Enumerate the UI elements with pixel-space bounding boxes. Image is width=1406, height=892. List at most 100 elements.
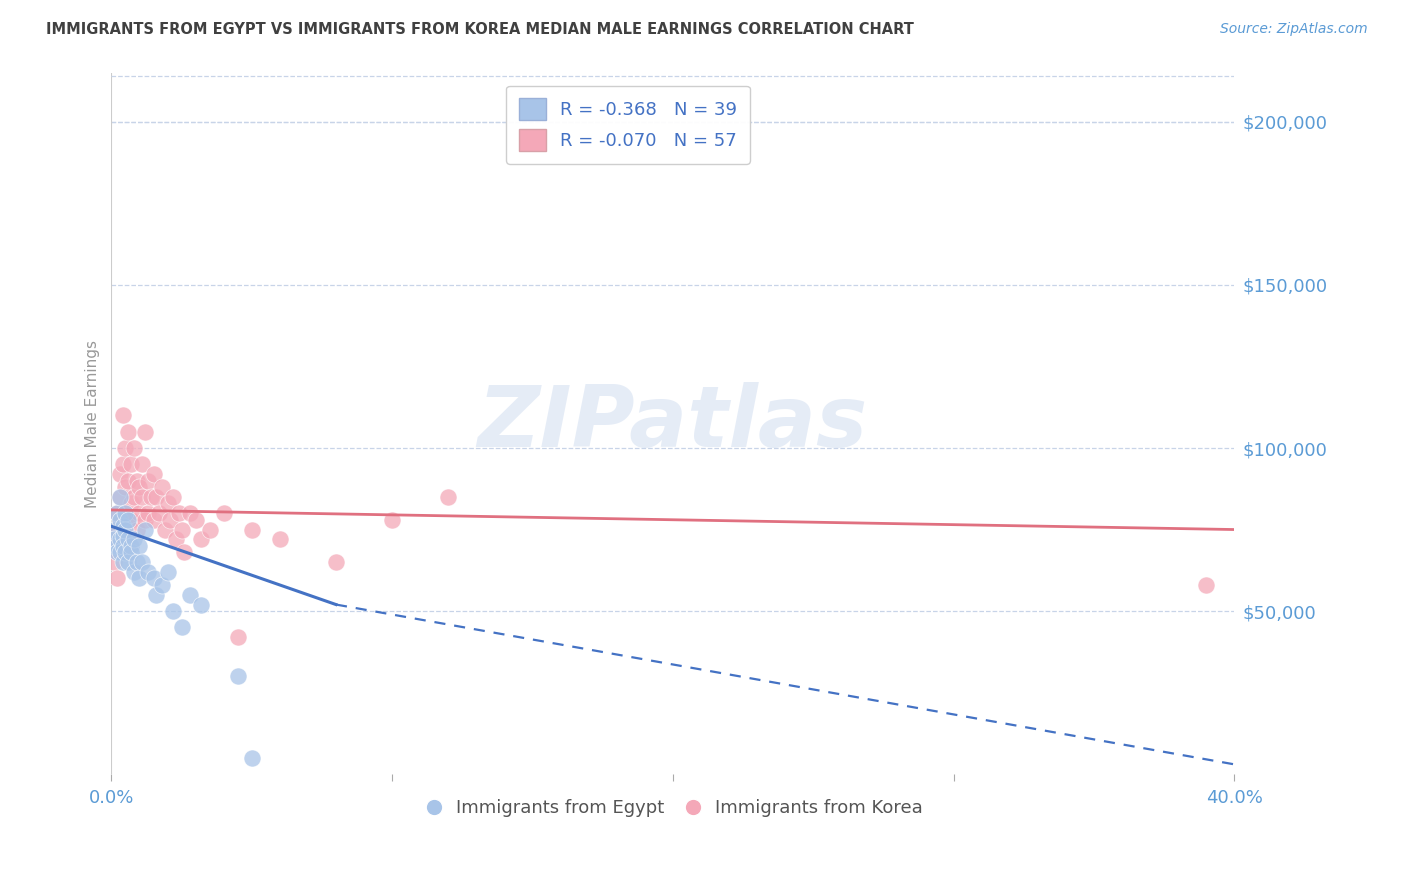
Point (145, 490, 167, 504)
Point (120, 496, 142, 510)
Point (190, 533, 212, 547)
Point (128, 506, 150, 520)
Point (437, 490, 460, 504)
Point (105, 506, 128, 520)
Point (179, 588, 201, 602)
Point (125, 523, 148, 537)
Point (167, 506, 190, 520)
Point (114, 545, 136, 559)
Point (269, 533, 291, 547)
Point (240, 523, 263, 537)
Point (125, 474, 148, 488)
Point (190, 598, 212, 612)
Point (120, 458, 142, 472)
Text: IMMIGRANTS FROM EGYPT VS IMMIGRANTS FROM KOREA MEDIAN MALE EARNINGS CORRELATION : IMMIGRANTS FROM EGYPT VS IMMIGRANTS FROM… (46, 22, 914, 37)
Point (179, 506, 201, 520)
Point (162, 490, 184, 504)
Point (226, 630, 249, 644)
Point (125, 555, 148, 569)
Point (156, 565, 179, 579)
Point (150, 578, 173, 592)
Point (114, 506, 136, 520)
Point (212, 506, 235, 520)
Point (136, 474, 159, 488)
Point (111, 555, 134, 569)
Point (120, 539, 142, 553)
Point (134, 425, 156, 439)
Point (117, 474, 139, 488)
Point (114, 480, 136, 494)
Point (170, 620, 193, 634)
Point (134, 523, 156, 537)
Point (105, 545, 128, 559)
Point (145, 588, 167, 602)
Text: ZIPatlas: ZIPatlas (478, 382, 868, 465)
Point (240, 751, 263, 765)
Point (111, 458, 134, 472)
Point (120, 545, 142, 559)
Point (131, 458, 153, 472)
Point (114, 506, 136, 520)
Point (111, 539, 134, 553)
Point (148, 506, 170, 520)
Point (136, 506, 159, 520)
Point (111, 409, 134, 423)
Point (111, 519, 134, 533)
Point (108, 467, 131, 482)
Point (165, 533, 187, 547)
Point (117, 533, 139, 547)
Point (1195, 578, 1218, 592)
Point (114, 523, 136, 537)
Point (226, 669, 249, 683)
Point (108, 545, 131, 559)
Point (128, 571, 150, 585)
Point (108, 490, 131, 504)
Point (111, 533, 134, 547)
Point (173, 545, 195, 559)
Point (198, 523, 221, 537)
Point (139, 490, 162, 504)
Point (162, 604, 184, 618)
Point (142, 513, 165, 527)
Point (122, 565, 145, 579)
Point (103, 555, 125, 569)
Point (108, 513, 131, 527)
Point (170, 523, 193, 537)
Point (122, 441, 145, 455)
Point (122, 490, 145, 504)
Point (103, 523, 125, 537)
Point (108, 490, 131, 504)
Point (103, 533, 125, 547)
Text: Source: ZipAtlas.com: Source: ZipAtlas.com (1220, 22, 1368, 37)
Point (111, 529, 134, 543)
Point (131, 555, 153, 569)
Point (117, 513, 139, 527)
Point (142, 467, 165, 482)
Point (117, 425, 139, 439)
Point (114, 441, 136, 455)
Point (142, 571, 165, 585)
Legend: Immigrants from Egypt, Immigrants from Korea: Immigrants from Egypt, Immigrants from K… (416, 792, 929, 825)
Point (105, 539, 128, 553)
Point (150, 480, 173, 494)
Point (105, 506, 128, 520)
Point (128, 539, 150, 553)
Point (128, 480, 150, 494)
Point (122, 533, 145, 547)
Point (156, 496, 179, 510)
Point (325, 555, 347, 569)
Point (381, 513, 404, 527)
Point (153, 523, 176, 537)
Point (136, 565, 159, 579)
Point (117, 555, 139, 569)
Point (105, 571, 128, 585)
Point (159, 513, 181, 527)
Y-axis label: Median Male Earnings: Median Male Earnings (86, 340, 100, 508)
Point (120, 513, 142, 527)
Point (134, 513, 156, 527)
Point (131, 490, 153, 504)
Point (108, 513, 131, 527)
Point (184, 513, 207, 527)
Point (108, 533, 131, 547)
Point (103, 533, 125, 547)
